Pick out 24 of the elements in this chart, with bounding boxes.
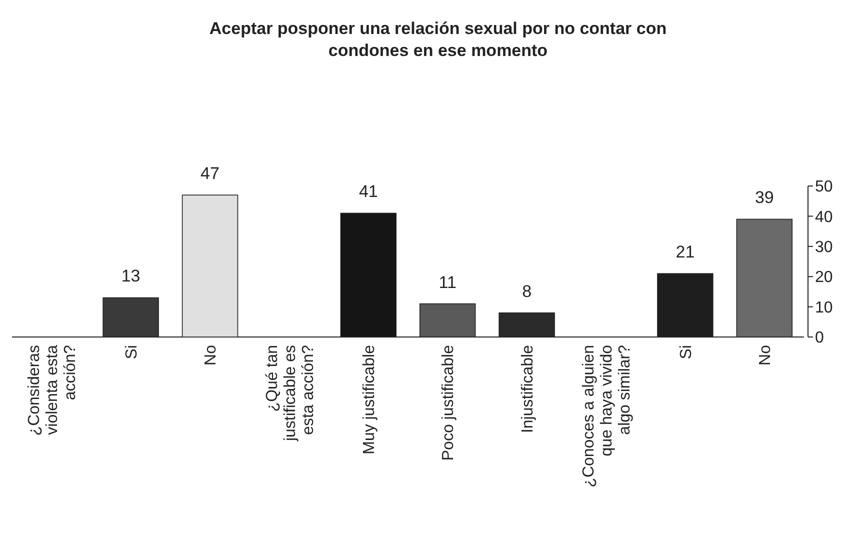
x-tick-label: ¿Consideras violenta esta acción? xyxy=(26,344,80,436)
x-tick-label: Injustificable xyxy=(519,344,536,434)
y-tick-label: 50 xyxy=(815,178,833,196)
y-tick-label: 40 xyxy=(815,208,833,226)
x-tick-label: Muy justificable xyxy=(361,344,378,454)
x-tick-label: Poco justificable xyxy=(440,344,458,461)
x-tick-label: No xyxy=(757,344,774,366)
y-tick-label: 10 xyxy=(815,299,833,316)
data-label: 8 xyxy=(522,282,532,301)
data-label: 21 xyxy=(676,242,695,262)
y-tick-label: 20 xyxy=(815,269,833,286)
data-label: 11 xyxy=(438,272,456,292)
x-tick-label: No xyxy=(202,344,220,366)
x-tick-label: Si xyxy=(678,345,695,360)
data-label: 13 xyxy=(121,266,140,286)
data-label: 39 xyxy=(754,188,774,208)
data-label: 41 xyxy=(358,182,378,202)
chart-title: Aceptar posponer una relación sexual por no contar con condones en ese momento xyxy=(209,19,667,60)
x-tick-label: ¿Qué tan justificable es esta acción? xyxy=(264,344,317,442)
y-tick-label: 0 xyxy=(815,330,824,347)
x-tick-label: Si xyxy=(123,345,140,360)
x-tick-label: ¿Conoces a alguien que haya vivido algo similar? xyxy=(580,344,634,488)
data-label: 47 xyxy=(200,164,220,184)
y-tick-label: 30 xyxy=(815,239,833,256)
